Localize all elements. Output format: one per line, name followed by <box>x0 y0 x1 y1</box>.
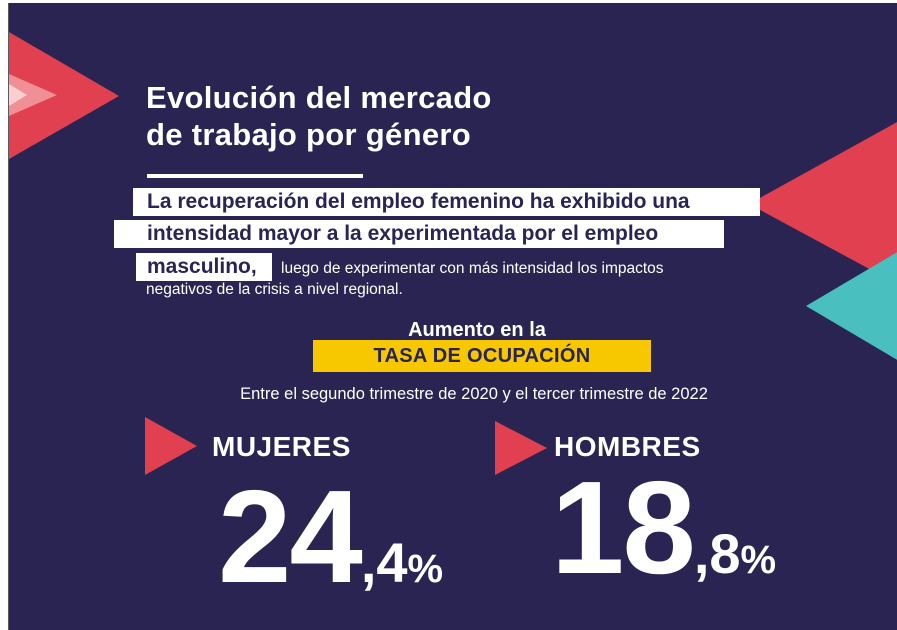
indicator-name: TASA DE OCUPACIÓN <box>313 340 651 372</box>
left-red-triangle-icon <box>9 32 119 159</box>
women-arrow-icon <box>145 417 197 475</box>
indicator-period: Entre el segundo trimestre de 2020 y el … <box>240 385 708 403</box>
women-value-decimal: ,4 <box>360 531 408 594</box>
title-underline <box>147 174 363 178</box>
body-text-line-2: negativos de la crisis a nivel regional. <box>146 281 403 298</box>
title-line-1: Evolución del mercado <box>146 80 492 115</box>
body-text-line-1: luego de experimentar con más intensidad… <box>281 260 664 277</box>
right-red-triangle-icon <box>749 122 897 284</box>
men-value-unit: % <box>740 538 777 582</box>
right-teal-triangle-icon <box>806 252 897 360</box>
women-value-integer: 24 <box>218 463 363 610</box>
highlight-line-3: masculino, <box>136 253 272 281</box>
infographic-panel: Evolución del mercado de trabajo por gén… <box>8 3 897 630</box>
title-line-2: de trabajo por género <box>146 117 471 152</box>
men-label: HOMBRES <box>554 431 701 462</box>
men-value: 18,8% <box>551 462 776 594</box>
men-arrow-icon <box>495 421 547 475</box>
women-value-unit: % <box>407 547 444 591</box>
highlight-line-1: La recuperación del empleo femenino ha e… <box>133 188 760 216</box>
women-label: MUJERES <box>212 431 351 462</box>
left-small-triangle-icon <box>9 84 27 106</box>
men-value-integer: 18 <box>551 454 696 601</box>
women-value: 24,4% <box>218 471 443 603</box>
highlight-line-2: intensidad mayor a la experimentada por … <box>114 220 724 248</box>
men-value-decimal: ,8 <box>693 522 741 585</box>
indicator-heading: Aumento en la <box>408 319 546 341</box>
left-pink-triangle-icon <box>9 74 57 116</box>
page-title: Evolución del mercado de trabajo por gén… <box>146 79 492 153</box>
